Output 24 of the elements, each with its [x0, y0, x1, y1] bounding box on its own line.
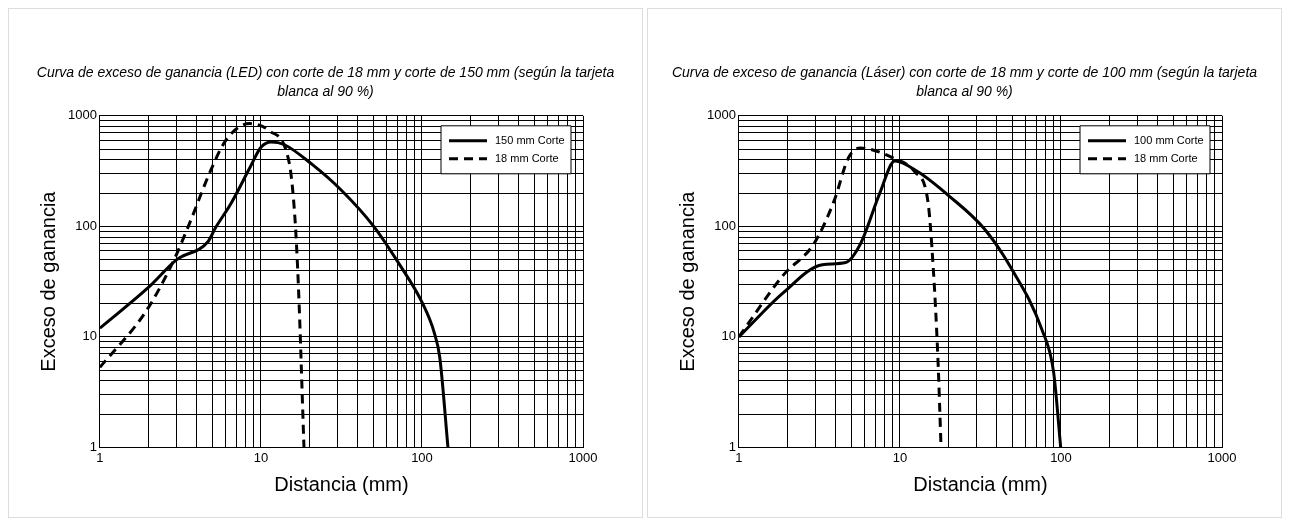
x-axis-title: Distancia (mm) [274, 472, 409, 495]
y-axis-title: Exceso de ganancia [675, 190, 698, 372]
x-tick-label: 1000 [568, 449, 598, 465]
x-tick-label: 100 [1050, 449, 1072, 465]
y-tick-label: 1000 [707, 107, 736, 123]
y-tick-label: 1 [89, 438, 97, 454]
y-tick-label: 100 [714, 217, 736, 233]
x-tick-label: 1000 [1207, 449, 1237, 465]
legend-label: 150 mm Corte [495, 133, 565, 146]
y-tick-label: 1000 [68, 107, 97, 123]
y-tick-label: 1 [728, 438, 736, 454]
x-axis-title: Distancia (mm) [913, 472, 1048, 495]
legend-label: 100 mm Corte [1134, 133, 1204, 146]
y-tick-label: 10 [721, 328, 736, 344]
legend-label: 18 mm Corte [495, 151, 559, 164]
y-tick-label: 10 [82, 328, 97, 344]
legend-label: 18 mm Corte [1134, 151, 1198, 164]
x-tick-label: 10 [253, 449, 269, 465]
y-tick-label: 100 [75, 217, 97, 233]
chart-title: Curva de exceso de ganancia (LED) con corte de 18 mm y corte de 150 mm (según la tarjeta blanca al 90 %) [35, 63, 616, 101]
x-tick-label: 10 [892, 449, 908, 465]
chart-title: Curva de exceso de ganancia (Láser) con corte de 18 mm y corte de 100 mm (según la tarjeta blanca al 90 %) [670, 63, 1259, 101]
x-tick-label: 100 [411, 449, 433, 465]
y-axis-title: Exceso de ganancia [36, 190, 59, 372]
